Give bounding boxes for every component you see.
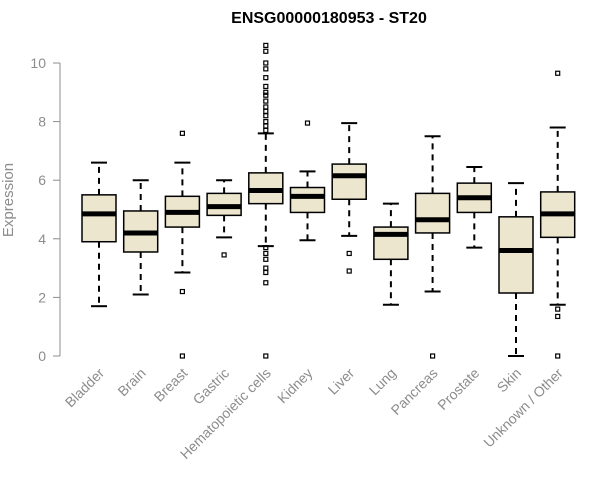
x-tick-label: Kidney <box>274 365 316 407</box>
outlier-point <box>179 353 185 359</box>
outlier-point <box>263 108 269 114</box>
outlier-point <box>263 113 269 119</box>
x-tick-label: Unknown / Other <box>480 365 566 451</box>
box-iqr <box>81 194 117 243</box>
box-liver <box>331 122 367 274</box>
outlier-point <box>346 250 352 257</box>
outlier-point <box>263 123 269 129</box>
outlier-point <box>263 92 269 98</box>
y-axis: 0 2 4 6 8 10 <box>30 55 61 364</box>
y-tick-label: 8 <box>38 114 46 130</box>
box-unknown-other <box>539 70 576 359</box>
y-tick-label: 0 <box>38 348 46 364</box>
outlier-point <box>179 288 185 295</box>
box-bladder <box>81 161 117 308</box>
box-iqr <box>289 186 326 214</box>
outlier-point <box>263 89 269 95</box>
y-tick-label: 2 <box>38 289 46 305</box>
outlier-point <box>263 83 269 90</box>
box-iqr <box>498 216 534 294</box>
box-gastric <box>206 179 242 258</box>
outlier-point <box>263 104 269 110</box>
outlier-point <box>221 252 227 258</box>
box-lung <box>373 202 409 306</box>
x-tick-label: Brain <box>114 365 148 399</box>
outlier-point <box>263 48 269 54</box>
outlier-point <box>346 268 352 274</box>
box-hematopoietic-cells <box>248 42 284 359</box>
outlier-point <box>263 60 269 66</box>
outlier-point <box>263 353 269 359</box>
outlier-point <box>263 269 269 276</box>
outlier-point <box>263 280 269 286</box>
outlier-point <box>263 265 269 271</box>
outlier-point <box>179 130 185 136</box>
box-prostate <box>456 166 493 249</box>
box-breast <box>164 130 201 359</box>
outlier-point <box>555 306 561 312</box>
outlier-point <box>263 250 269 257</box>
outlier-point <box>555 313 561 320</box>
x-tick-label: Breast <box>151 365 191 405</box>
x-tick-label: Skin <box>494 365 525 396</box>
y-axis-label: Expression <box>0 163 17 237</box>
outlier-point <box>304 120 311 126</box>
x-tick-label: Bladder <box>62 365 108 411</box>
x-tick-label: Liver <box>325 365 358 398</box>
box-iqr <box>331 163 367 200</box>
outlier-point <box>555 353 561 359</box>
outlier-point <box>263 127 269 133</box>
box-pancreas <box>414 135 451 359</box>
outlier-point <box>263 118 269 125</box>
box-kidney <box>289 120 326 242</box>
outlier-point <box>263 42 269 49</box>
x-tick-label: Lung <box>366 365 399 398</box>
box-skin <box>498 182 534 357</box>
x-tick-label: Prostate <box>434 365 482 413</box>
outlier-point <box>263 256 269 262</box>
outlier-point <box>430 353 436 359</box>
outlier-point <box>263 98 269 104</box>
outlier-point <box>263 66 269 72</box>
box-iqr <box>414 192 451 234</box>
outlier-point <box>555 70 561 76</box>
y-tick-label: 10 <box>30 55 46 71</box>
box-brain <box>122 179 159 296</box>
outlier-point <box>263 244 269 251</box>
chart-title: ENSG00000180953 - ST20 <box>231 10 427 27</box>
y-tick-label: 6 <box>38 172 46 188</box>
outlier-point <box>263 75 269 81</box>
boxes-group <box>81 42 576 359</box>
y-tick-label: 4 <box>38 231 46 247</box>
